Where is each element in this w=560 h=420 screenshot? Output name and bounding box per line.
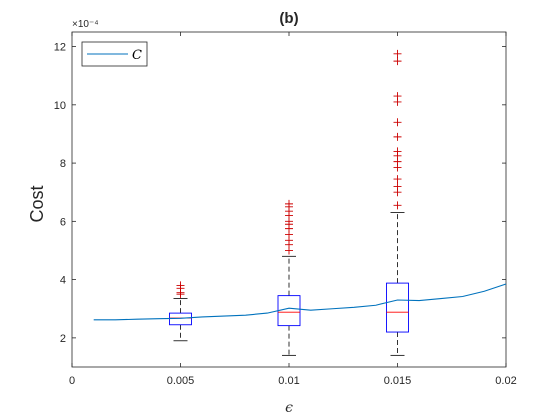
outlier-point	[176, 281, 185, 290]
plot-area	[71, 31, 507, 368]
y-tick-label: 8	[60, 158, 66, 170]
outlier-point	[393, 201, 402, 210]
chart-title: (b)	[279, 10, 298, 27]
y-axis-multiplier: ×10⁻⁴	[72, 19, 99, 30]
x-tick-label: 0	[69, 375, 75, 387]
y-tick-label: 4	[60, 275, 66, 287]
y-tick-label: 10	[54, 100, 66, 112]
outlier-point	[393, 175, 402, 184]
plot-frame	[71, 31, 507, 368]
axes-layer: 0 0.005 0.01 0.015 0.02 2 4 6 8 10 12	[54, 32, 517, 387]
box-iqr	[386, 282, 409, 333]
outlier-point	[285, 199, 293, 208]
outlier-point	[393, 118, 402, 127]
outlier-point	[393, 49, 402, 58]
x-tick-label: 0.02	[495, 375, 516, 387]
x-tick-label: 0.005	[167, 375, 195, 387]
x-axis-label: ϵ	[285, 400, 293, 416]
outlier-point	[393, 57, 402, 66]
y-tick-label: 6	[60, 216, 66, 228]
series-line-C	[93, 283, 507, 321]
boxes-layer	[169, 49, 409, 356]
box-2	[386, 49, 409, 356]
outlier-point	[393, 92, 402, 101]
y-tick-label: 2	[60, 333, 66, 345]
x-tick-label: 0.015	[384, 375, 412, 387]
outlier-point	[393, 182, 402, 191]
x-tick-label: 0.01	[278, 375, 299, 387]
y-axis-label: Cost	[27, 185, 47, 222]
outlier-point	[393, 147, 402, 156]
outlier-point	[393, 132, 402, 141]
legend-entry-label: C	[132, 48, 142, 63]
y-tick-label: 12	[54, 42, 66, 54]
series-line-layer	[93, 283, 507, 321]
legend: C	[81, 41, 148, 67]
